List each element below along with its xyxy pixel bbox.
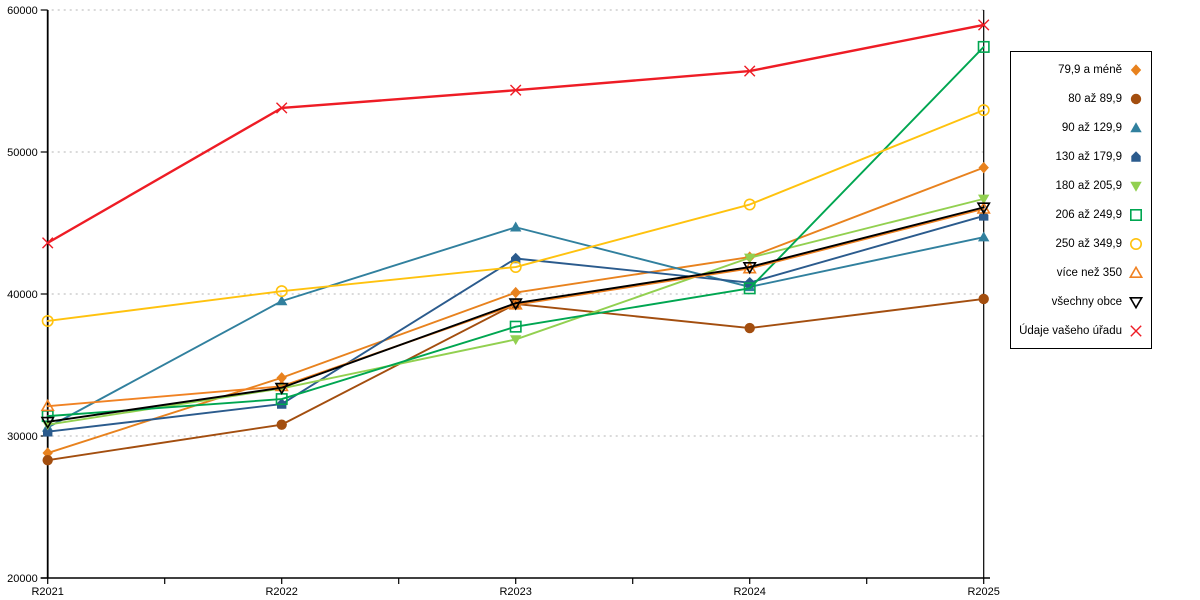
y-tick-label: 50000 — [7, 147, 38, 159]
circle-filled-marker-icon — [276, 419, 287, 430]
circle-open-marker-icon — [509, 261, 522, 274]
pentagon-filled-marker-icon — [1131, 150, 1141, 162]
legend-item: 80 až 89,9 — [1011, 91, 1151, 107]
circle-open-marker-icon — [275, 285, 288, 298]
legend-marker — [1130, 63, 1142, 76]
series-line — [46, 207, 985, 408]
legend-marker — [1130, 93, 1142, 104]
triangle-up-filled-marker-icon — [276, 295, 288, 306]
diamond-filled-marker-icon — [276, 372, 287, 384]
diamond-filled-marker-icon — [1130, 63, 1142, 76]
x-cross-marker-icon — [744, 65, 756, 77]
legend-marker — [1130, 324, 1142, 337]
triangle-down-open-marker-icon — [742, 262, 757, 275]
circle-filled-marker-icon — [744, 322, 755, 334]
legend-marker — [1131, 150, 1141, 162]
circle-filled-marker-icon — [1130, 93, 1142, 104]
triangle-down-filled-marker-icon — [744, 253, 756, 264]
legend-item-label: 206 až 249,9 — [1055, 208, 1122, 221]
triangle-up-filled-marker-icon — [1130, 121, 1142, 132]
x-cross-marker-icon — [1130, 324, 1142, 337]
series-line — [46, 214, 985, 433]
legend-item: 90 až 129,9 — [1011, 120, 1151, 136]
triangle-up-open-marker-icon — [1128, 265, 1144, 278]
legend-item-label: všechny obce — [1051, 295, 1122, 308]
diamond-filled-marker-icon — [510, 286, 521, 299]
legend-item: všechny obce — [1011, 294, 1151, 310]
legend-item-label: 79,9 a méně — [1058, 63, 1122, 76]
legend-marker — [1128, 265, 1144, 278]
y-tick-label: 30000 — [7, 431, 38, 443]
triangle-down-open-marker-icon — [40, 416, 55, 430]
square-open-marker-icon — [977, 40, 990, 53]
circle-filled-marker-icon — [42, 454, 53, 466]
legend-item: 180 až 205,9 — [1011, 178, 1151, 194]
circle-open-marker-icon — [743, 198, 756, 211]
x-tick-label: R2024 — [733, 586, 765, 598]
series-line — [46, 197, 985, 426]
y-tick-label: 20000 — [7, 573, 38, 585]
legend-item: 79,9 a méně — [1011, 62, 1151, 78]
pentagon-filled-marker-icon — [43, 426, 53, 437]
y-tick-label: 60000 — [7, 5, 38, 17]
legend-marker — [1129, 208, 1142, 221]
x-cross-marker-icon — [510, 84, 522, 96]
triangle-up-filled-marker-icon — [510, 221, 522, 232]
circle-filled-marker-icon — [978, 293, 989, 305]
x-cross-marker-icon — [276, 102, 288, 114]
legend-item-label: Údaje vašeho úřadu — [1019, 324, 1122, 337]
series-line — [46, 45, 985, 418]
legend-item: 250 až 349,9 — [1011, 236, 1151, 252]
x-tick-label: R2025 — [967, 586, 999, 598]
legend-item: 206 až 249,9 — [1011, 207, 1151, 223]
triangle-down-open-marker-icon — [274, 382, 289, 396]
square-open-marker-icon — [509, 320, 522, 333]
triangle-down-filled-marker-icon — [510, 335, 522, 346]
y-tick-label: 40000 — [7, 289, 38, 301]
square-open-marker-icon — [1129, 208, 1142, 221]
triangle-down-open-marker-icon — [1128, 296, 1144, 309]
legend-item-label: 250 až 349,9 — [1055, 237, 1122, 250]
square-open-marker-icon — [743, 282, 756, 295]
triangle-up-open-marker-icon — [40, 398, 55, 412]
legend-item: Údaje vašeho úřadu — [1011, 323, 1151, 339]
legend-marker — [1130, 237, 1142, 250]
legend-item-label: 180 až 205,9 — [1055, 179, 1122, 192]
legend-marker — [1128, 296, 1144, 309]
series-line — [46, 23, 985, 245]
triangle-up-filled-marker-icon — [978, 231, 990, 242]
legend-box: 79,9 a méně 80 až 89,9 90 až 129,9 130 až 1… — [1010, 51, 1152, 349]
triangle-down-open-marker-icon — [976, 202, 991, 215]
x-tick-label: R2023 — [499, 586, 531, 598]
pentagon-filled-marker-icon — [511, 252, 521, 264]
triangle-down-open-marker-icon — [508, 298, 523, 311]
x-tick-label: R2022 — [265, 586, 297, 598]
legend-marker — [1130, 121, 1142, 132]
x-cross-marker-icon — [42, 237, 54, 249]
x-tick-label: R2021 — [31, 586, 63, 598]
triangle-down-filled-marker-icon — [978, 194, 990, 205]
circle-open-marker-icon — [41, 314, 54, 327]
circle-open-marker-icon — [977, 104, 990, 117]
diamond-filled-marker-icon — [978, 161, 989, 174]
legend-item: 130 až 179,9 — [1011, 149, 1151, 165]
legend-item-label: 80 až 89,9 — [1068, 92, 1122, 105]
triangle-down-filled-marker-icon — [1130, 181, 1142, 192]
x-cross-marker-icon — [978, 19, 990, 31]
series-line — [46, 109, 985, 322]
series-line — [46, 206, 985, 423]
legend-marker — [1130, 181, 1142, 192]
legend-item-label: více než 350 — [1056, 266, 1122, 279]
legend-item: více než 350 — [1011, 265, 1151, 281]
legend-item-label: 130 až 179,9 — [1055, 150, 1122, 163]
circle-open-marker-icon — [1130, 237, 1142, 250]
legend-item-label: 90 až 129,9 — [1061, 121, 1122, 134]
triangle-up-open-marker-icon — [274, 378, 289, 392]
